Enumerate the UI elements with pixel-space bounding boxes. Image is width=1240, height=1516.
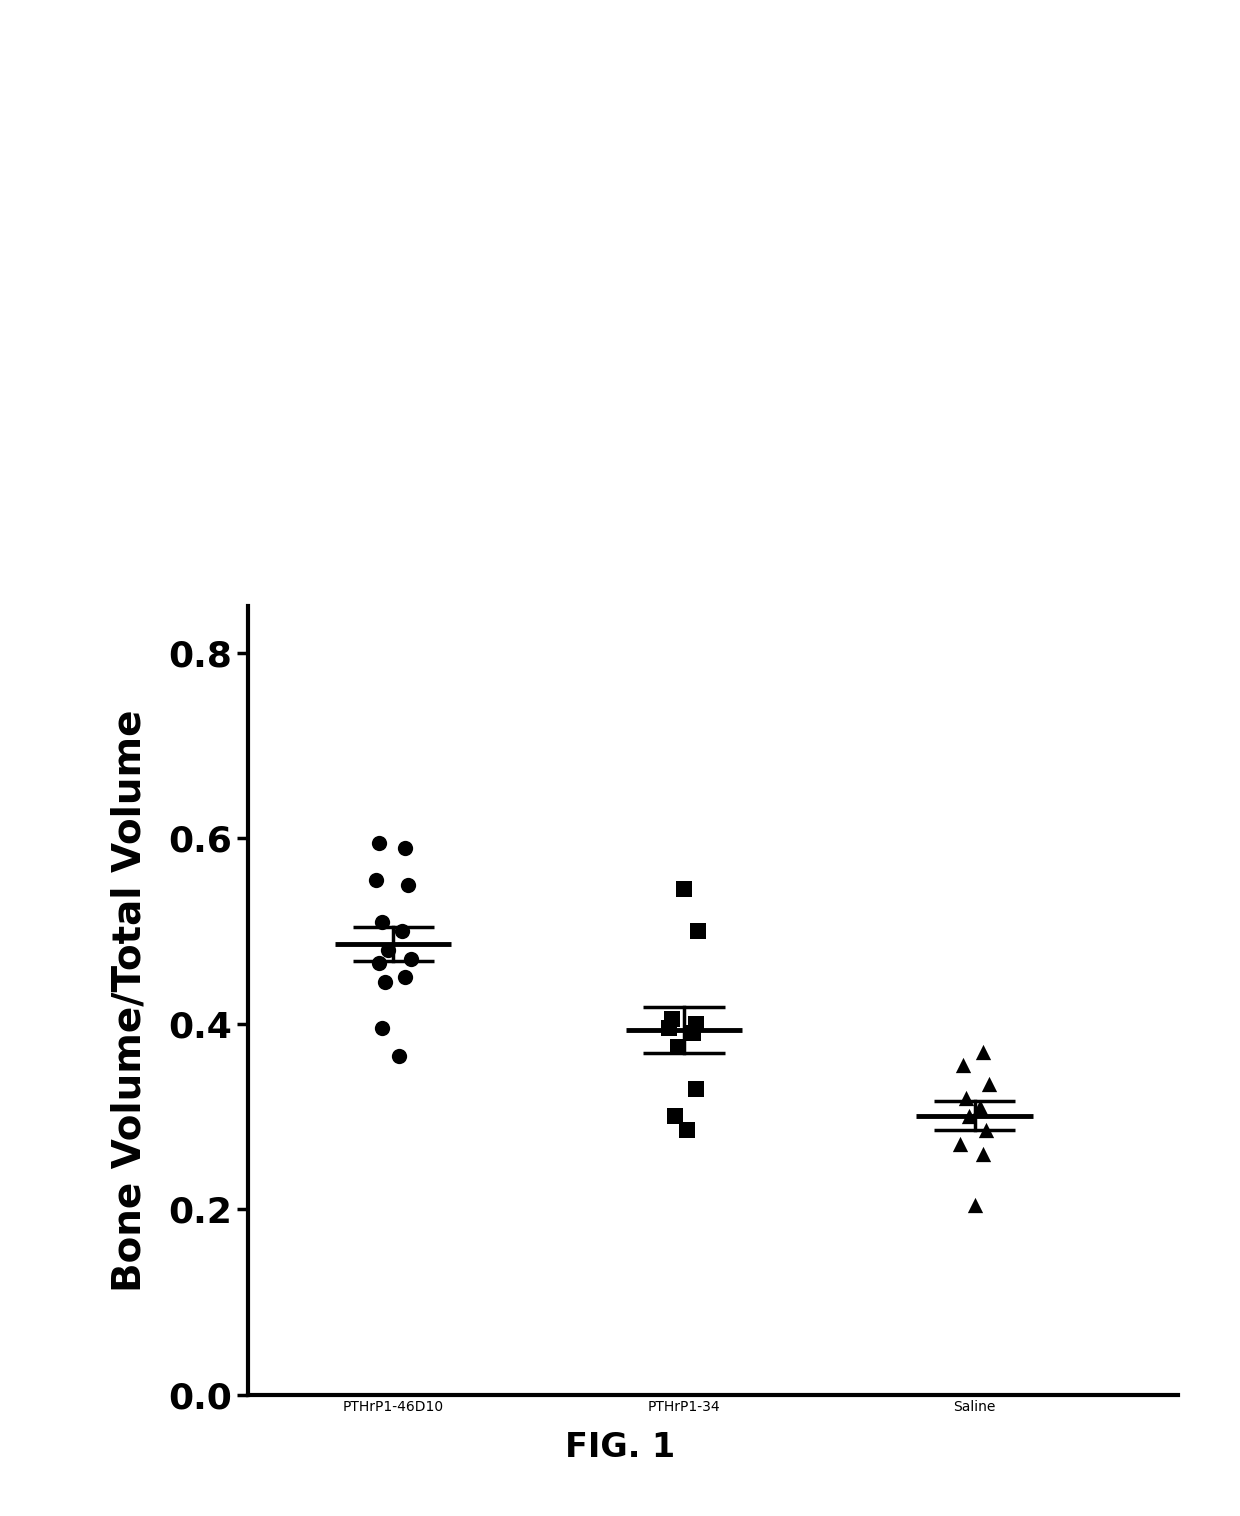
Point: [392, 919, 412, 943]
Point: [688, 919, 708, 943]
Point: [976, 1119, 996, 1143]
Y-axis label: Bone Volume/Total Volume: Bone Volume/Total Volume: [110, 709, 149, 1292]
Point: [668, 1035, 688, 1060]
Point: [956, 1085, 976, 1110]
Point: [396, 835, 415, 860]
Point: [954, 1054, 973, 1078]
Point: [377, 937, 397, 961]
Point: [366, 867, 386, 891]
Point: [660, 1016, 680, 1040]
Point: [372, 1016, 392, 1040]
Point: [686, 1011, 706, 1035]
Point: [677, 1119, 697, 1143]
Point: [666, 1104, 686, 1128]
Point: [686, 1076, 706, 1101]
Point: [662, 1007, 682, 1031]
Point: [683, 1020, 703, 1045]
Point: [389, 1045, 409, 1069]
Point: [398, 873, 418, 897]
Point: [368, 952, 388, 976]
Point: [950, 1132, 970, 1157]
Point: [401, 946, 420, 970]
Point: [368, 831, 388, 855]
Point: [965, 1193, 985, 1217]
Point: [374, 970, 394, 994]
Point: [675, 878, 694, 902]
Point: [372, 910, 392, 934]
Point: [959, 1104, 978, 1128]
Point: [973, 1142, 993, 1166]
Point: [980, 1072, 999, 1096]
Point: [396, 966, 415, 990]
Text: FIG. 1: FIG. 1: [565, 1431, 675, 1464]
Point: [973, 1040, 993, 1064]
Point: [971, 1095, 991, 1119]
